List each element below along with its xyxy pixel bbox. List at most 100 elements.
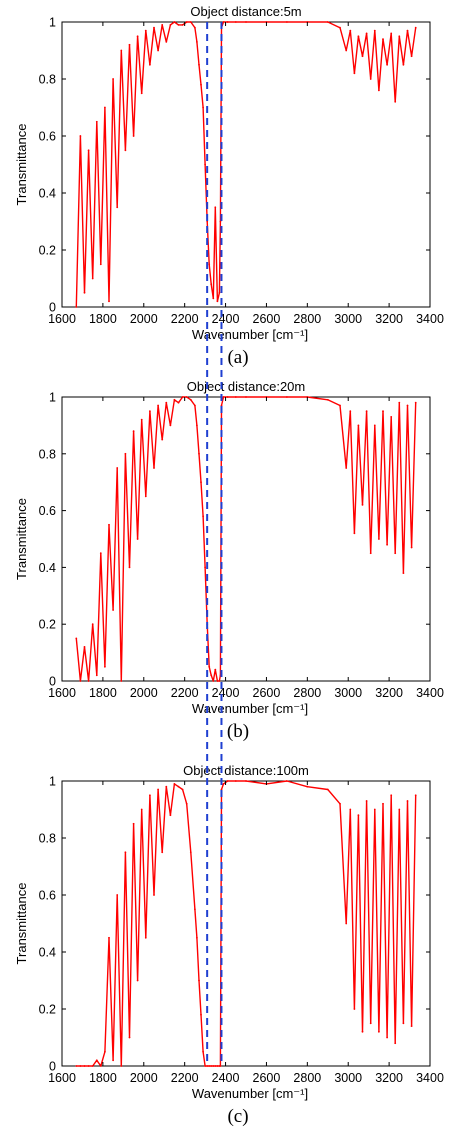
data-point xyxy=(414,794,417,797)
data-point xyxy=(394,552,397,555)
data-point xyxy=(196,41,198,43)
x-tick-label: 1600 xyxy=(48,1071,76,1085)
data-point xyxy=(108,300,110,303)
data-point xyxy=(226,21,229,23)
data-point xyxy=(378,538,380,540)
data-point xyxy=(149,794,151,797)
data-point xyxy=(194,404,196,407)
panel-label: (a) xyxy=(227,347,248,368)
x-tick-label: 2800 xyxy=(293,1071,321,1085)
data-point xyxy=(181,788,184,791)
data-point xyxy=(128,43,131,46)
data-point xyxy=(165,785,168,788)
data-point xyxy=(153,467,155,469)
x-axis-label: Wavenumber [cm⁻¹] xyxy=(192,1086,308,1101)
data-point xyxy=(177,785,180,788)
data-point xyxy=(87,680,90,682)
data-point xyxy=(286,396,288,398)
data-point xyxy=(194,908,196,911)
y-axis-label: Transmittance xyxy=(14,124,29,206)
x-tick-label: 3400 xyxy=(416,1071,444,1085)
data-point xyxy=(226,396,229,398)
data-point xyxy=(177,24,180,26)
data-point xyxy=(194,26,196,29)
data-point xyxy=(378,89,380,92)
y-tick-label: 0.6 xyxy=(39,504,56,518)
x-tick-label: 3200 xyxy=(375,1071,403,1085)
x-tick-label: 1600 xyxy=(48,312,76,326)
x-tick-label: 1800 xyxy=(89,312,117,326)
y-tick-label: 0.4 xyxy=(39,561,56,575)
data-point xyxy=(234,396,237,398)
data-point xyxy=(198,979,200,982)
data-point xyxy=(390,416,393,418)
data-point xyxy=(326,788,329,791)
data-point xyxy=(210,674,213,677)
data-point xyxy=(339,404,341,407)
data-point xyxy=(349,808,352,811)
data-point xyxy=(198,63,200,66)
y-axis-label: Transmittance xyxy=(14,498,29,580)
data-point xyxy=(120,1065,123,1067)
x-axis-label: Wavenumber [cm⁻¹] xyxy=(192,701,308,716)
data-point xyxy=(398,401,401,404)
data-point xyxy=(326,398,329,401)
data-point xyxy=(216,680,219,682)
data-point xyxy=(369,78,372,80)
data-point xyxy=(339,802,341,805)
data-point xyxy=(83,1065,86,1067)
data-point xyxy=(414,26,417,29)
data-point xyxy=(87,1065,90,1067)
data-point xyxy=(365,800,368,802)
data-point xyxy=(398,808,401,811)
y-tick-label: 1 xyxy=(49,391,56,405)
data-point xyxy=(222,396,225,398)
y-tick-label: 0.2 xyxy=(39,244,56,258)
data-point xyxy=(144,936,147,939)
data-point xyxy=(91,277,94,280)
data-point xyxy=(140,808,143,811)
x-tick-label: 3000 xyxy=(334,686,362,700)
data-point xyxy=(206,220,209,223)
y-tick-label: 0.2 xyxy=(39,1003,56,1017)
data-point xyxy=(153,26,155,29)
data-point xyxy=(394,100,397,103)
data-point xyxy=(116,206,119,209)
data-point xyxy=(402,1022,405,1025)
data-point xyxy=(365,410,368,413)
data-point xyxy=(79,680,82,682)
data-point xyxy=(132,135,135,137)
data-point xyxy=(132,822,135,825)
chart-title: Object distance:5m xyxy=(190,4,301,19)
data-point xyxy=(181,24,184,26)
data-point xyxy=(189,851,192,854)
data-point xyxy=(410,546,413,549)
data-point xyxy=(165,41,168,43)
data-point xyxy=(83,646,86,648)
data-point xyxy=(361,1030,364,1033)
x-tick-label: 2400 xyxy=(212,1071,240,1085)
data-point xyxy=(386,1036,388,1039)
marker-lines-layer xyxy=(206,22,223,1066)
data-point xyxy=(353,532,356,535)
data-point xyxy=(339,26,341,29)
y-tick-label: 0 xyxy=(49,1060,56,1074)
data-point xyxy=(382,802,384,805)
data-point xyxy=(345,49,348,52)
data-point xyxy=(202,515,205,518)
data-point xyxy=(169,24,172,26)
chart-title: Object distance:100m xyxy=(183,763,309,778)
y-tick-label: 1 xyxy=(49,775,56,789)
data-point xyxy=(202,106,205,109)
data-point xyxy=(214,668,217,671)
data-point xyxy=(124,851,127,854)
y-tick-label: 0.8 xyxy=(39,73,56,87)
data-point xyxy=(386,543,388,546)
data-point xyxy=(99,263,102,266)
data-point xyxy=(382,410,384,413)
data-point xyxy=(369,1022,372,1025)
data-point xyxy=(83,291,86,294)
data-point xyxy=(165,401,168,404)
data-point xyxy=(79,1065,82,1067)
y-tick-label: 0 xyxy=(49,301,56,315)
